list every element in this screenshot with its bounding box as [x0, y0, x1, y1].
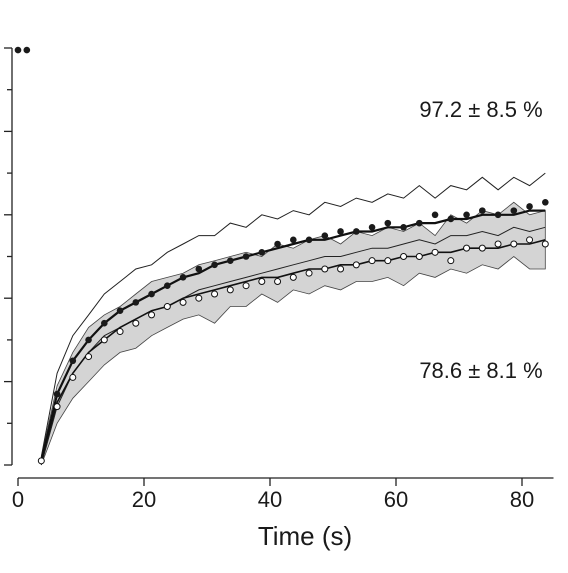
point	[195, 294, 203, 302]
point	[69, 357, 77, 365]
point	[53, 403, 61, 411]
point	[337, 265, 345, 273]
point	[116, 307, 124, 315]
point	[290, 236, 297, 244]
point	[226, 286, 234, 294]
point	[447, 215, 455, 223]
point	[227, 257, 234, 264]
point	[242, 282, 250, 290]
point	[510, 207, 518, 214]
point	[85, 353, 93, 361]
point	[100, 336, 108, 344]
point	[431, 211, 439, 219]
point	[53, 390, 61, 398]
x-tick-label: 20	[132, 487, 156, 512]
point	[242, 253, 250, 260]
line	[40, 172, 546, 457]
point	[164, 282, 171, 289]
point	[510, 240, 518, 248]
point	[258, 278, 266, 286]
band	[40, 201, 546, 466]
point	[211, 261, 218, 269]
point	[431, 248, 439, 256]
point	[478, 244, 486, 252]
point	[195, 265, 203, 273]
point	[353, 228, 360, 235]
point	[463, 244, 471, 252]
point	[526, 236, 534, 244]
point	[352, 261, 360, 269]
point	[69, 373, 77, 381]
point	[179, 298, 187, 306]
point	[305, 269, 313, 277]
line	[40, 239, 546, 462]
point	[321, 265, 329, 273]
point	[132, 299, 140, 306]
point	[384, 257, 392, 265]
point	[384, 219, 392, 227]
point	[416, 219, 423, 227]
point	[289, 273, 297, 281]
annotation: 97.2 ± 8.5 %	[419, 97, 542, 122]
point	[494, 240, 502, 248]
point	[148, 311, 156, 319]
point	[101, 319, 108, 327]
point	[368, 224, 376, 231]
annotation: 78.6 ± 8.1 %	[419, 358, 542, 383]
point	[85, 336, 92, 344]
point	[337, 228, 344, 235]
x-axis-label: Time (s)	[258, 521, 352, 551]
x-tick-label: 0	[12, 487, 24, 512]
point	[116, 328, 124, 336]
point	[23, 46, 31, 54]
point	[258, 249, 266, 256]
point	[463, 211, 470, 219]
point	[415, 253, 423, 260]
point	[479, 207, 486, 214]
point	[542, 198, 549, 206]
point	[400, 253, 408, 260]
line	[40, 209, 546, 462]
point	[148, 290, 155, 298]
point	[274, 240, 281, 248]
point	[274, 278, 282, 286]
point	[400, 224, 407, 231]
point	[368, 257, 376, 265]
x-tick-label: 40	[258, 487, 282, 512]
point	[305, 236, 313, 244]
point	[321, 232, 329, 239]
point	[494, 211, 502, 219]
point	[37, 457, 45, 465]
point	[179, 274, 187, 281]
point	[541, 240, 549, 248]
point	[447, 257, 455, 265]
point	[14, 46, 22, 54]
point	[132, 319, 140, 327]
point	[526, 203, 533, 210]
point	[211, 290, 219, 298]
x-tick-label: 60	[384, 487, 408, 512]
point	[163, 303, 171, 311]
x-tick-label: 80	[510, 487, 534, 512]
